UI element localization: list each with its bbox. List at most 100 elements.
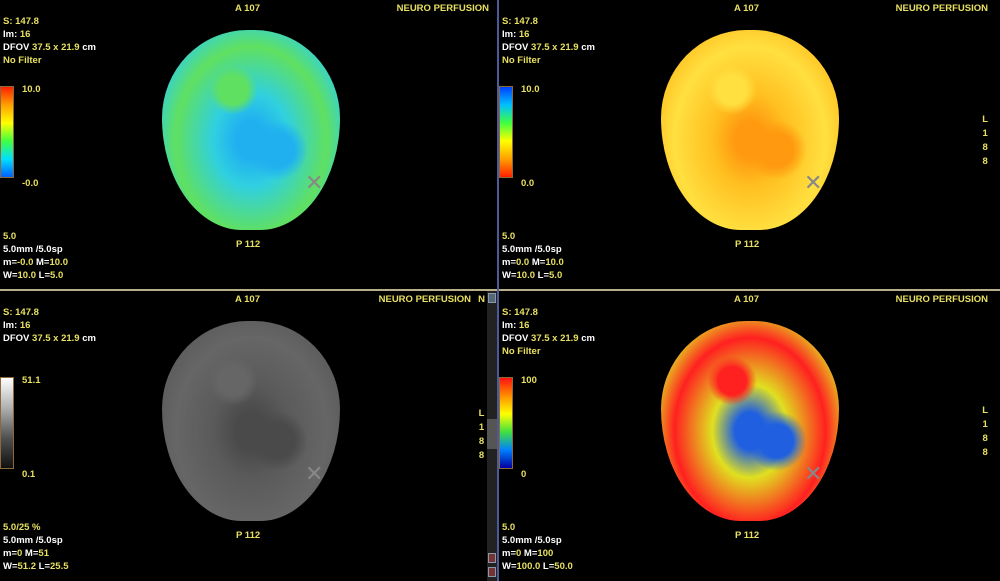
filter-label: No Filter	[3, 55, 42, 66]
protocol-label: NEURO PERFUSION	[895, 294, 988, 305]
window-width: 51.2	[17, 561, 37, 572]
filter-label: No Filter	[502, 55, 541, 66]
im-label: Im:	[502, 29, 517, 40]
series-info: S: 147.8 Im: 16 DFOV 37.5 x 21.9 cm No F…	[3, 15, 96, 67]
orientation-label: 1	[478, 422, 485, 433]
min-label: m=	[502, 548, 516, 559]
im-label: Im:	[502, 320, 517, 331]
scrollbar-orientation-labels: N L 1 8 8	[477, 293, 486, 463]
perfusion-map-image[interactable]	[162, 30, 340, 230]
level-label: L=	[540, 561, 555, 572]
max-value: 100	[537, 548, 554, 559]
s-label: S:	[3, 307, 13, 318]
max-label: M=	[521, 548, 538, 559]
width-label: W=	[3, 270, 18, 281]
color-scale-bar	[499, 377, 513, 469]
window-level: 5.0	[549, 270, 563, 281]
orientation-label: L	[478, 408, 485, 419]
posterior-label: P 112	[236, 530, 261, 541]
series-info: S: 147.8 Im: 16 DFOV 37.5 x 21.9 cm No F…	[502, 306, 595, 358]
slice-thickness: 5.0	[502, 231, 516, 242]
scroll-tool-button[interactable]	[488, 553, 496, 563]
crosshair-marker-icon: ✕	[305, 461, 324, 486]
protocol-label: NEURO PERFUSION	[378, 294, 471, 305]
orientation-label: 8	[982, 447, 988, 458]
slice-thickness: 5.0	[502, 522, 516, 533]
posterior-label: P 112	[735, 239, 760, 250]
scroll-tool-button-2[interactable]	[488, 567, 496, 577]
orientation-label: 1	[982, 128, 988, 139]
viewport-4[interactable]: A 107 NEURO PERFUSION S: 147.8 Im: 16 DF…	[499, 291, 996, 581]
orientation-labels: L 1 8 8	[982, 404, 988, 460]
dfov-label: DFOV	[3, 333, 30, 344]
slice-position: 147.8	[15, 16, 39, 27]
orientation-label: L	[982, 114, 988, 125]
orientation-label: 8	[982, 142, 988, 153]
vertical-divider[interactable]	[497, 0, 499, 581]
width-label: W=	[502, 561, 517, 572]
min-value: 0	[516, 548, 522, 559]
window-level: 25.5	[50, 561, 69, 572]
width-label: W=	[502, 270, 517, 281]
orientation-label: L	[982, 405, 988, 416]
anterior-label: A 107	[734, 3, 759, 14]
orientation-label: 8	[478, 436, 485, 447]
window-width: 100.0	[516, 561, 541, 572]
max-value: 10.0	[545, 257, 564, 268]
horizontal-divider[interactable]	[0, 289, 1000, 291]
scale-max: 51.1	[22, 375, 41, 386]
min-value: 0.0	[516, 257, 530, 268]
viewport-2[interactable]: A 107 NEURO PERFUSION S: 147.8 Im: 16 DF…	[499, 0, 996, 290]
spacing: 5.0mm /5.0sp	[502, 244, 562, 255]
viewport-3[interactable]: A 107 NEURO PERFUSION S: 147.8 Im: 16 DF…	[0, 291, 497, 581]
width-label: W=	[3, 561, 18, 572]
perfusion-map-image[interactable]	[661, 321, 839, 521]
window-info: 5.0 5.0mm /5.0sp m=0 M=100 W=100.0 L=50.…	[502, 521, 573, 573]
spacing: 5.0mm /5.0sp	[502, 535, 562, 546]
protocol-label: NEURO PERFUSION	[895, 3, 988, 14]
viewport-1[interactable]: A 107 NEURO PERFUSION S: 147.8 Im: 16 DF…	[0, 0, 497, 290]
scroll-thumb[interactable]	[487, 419, 497, 449]
window-info: 5.0 5.0mm /5.0sp m=-0.0 M=10.0 W=10.0 L=…	[3, 230, 68, 282]
window-width: 10.0	[17, 270, 37, 281]
orientation-label: 8	[982, 433, 988, 444]
perfusion-map-image[interactable]	[162, 321, 340, 521]
level-label: L=	[36, 270, 51, 281]
window-width: 10.0	[516, 270, 536, 281]
dfov-label: DFOV	[502, 333, 529, 344]
slice-position: 147.8	[514, 307, 538, 318]
dfov-unit: cm	[82, 42, 96, 53]
image-number: 16	[518, 29, 530, 40]
dfov-unit: cm	[82, 333, 96, 344]
dfov-value: 37.5 x 21.9	[32, 42, 80, 53]
s-label: S:	[3, 16, 13, 27]
max-value: 51	[38, 548, 49, 559]
anterior-label: A 107	[235, 294, 260, 305]
window-level: 5.0	[50, 270, 64, 281]
slice-thickness: 5.0/25 %	[3, 522, 41, 533]
crosshair-marker-icon: ✕	[305, 170, 324, 195]
dfov-label: DFOV	[502, 42, 529, 53]
scale-min: 0	[521, 469, 527, 480]
dfov-value: 37.5 x 21.9	[531, 42, 579, 53]
slice-position: 147.8	[15, 307, 39, 318]
posterior-label: P 112	[236, 239, 261, 250]
image-number: 16	[518, 320, 530, 331]
scale-min: 0.0	[521, 178, 535, 189]
perfusion-map-image[interactable]	[661, 30, 839, 230]
color-scale-bar	[0, 377, 14, 469]
window-info: 5.0 5.0mm /5.0sp m=0.0 M=10.0 W=10.0 L=5…	[502, 230, 564, 282]
min-value: 0	[17, 548, 23, 559]
crosshair-marker-icon: ✕	[804, 170, 823, 195]
series-scrollbar[interactable]	[487, 291, 497, 581]
min-label: m=	[3, 257, 17, 268]
dfov-unit: cm	[581, 333, 595, 344]
protocol-label: NEURO PERFUSION	[396, 3, 489, 14]
scroll-up-button[interactable]	[488, 293, 496, 303]
spacing: 5.0mm /5.0sp	[3, 244, 63, 255]
slice-thickness: 5.0	[3, 231, 17, 242]
min-label: m=	[3, 548, 17, 559]
scale-max: 10.0	[22, 84, 41, 95]
anterior-label: A 107	[734, 294, 759, 305]
scale-max: 100	[521, 375, 537, 386]
